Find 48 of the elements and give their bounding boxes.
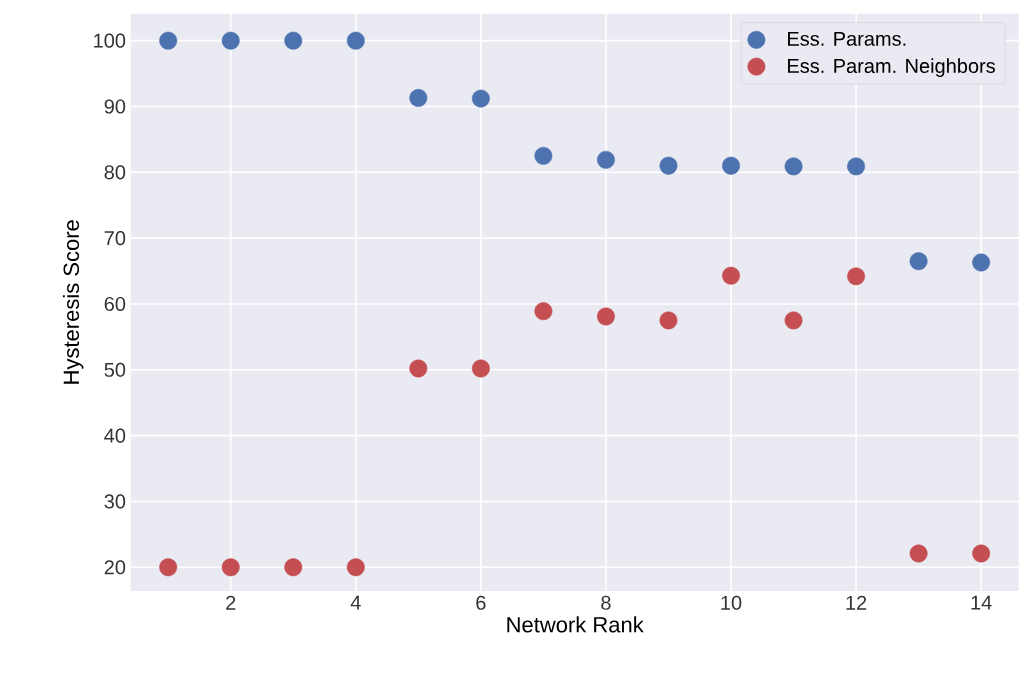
point (159, 31, 178, 50)
point (972, 544, 991, 563)
x-tick-label: 6 (476, 595, 486, 610)
y-tick-label: 20 (104, 560, 126, 575)
y-tick-label: 60 (104, 296, 126, 312)
point (722, 266, 740, 285)
y-tick-label: 50 (104, 362, 126, 377)
y-tick-label: 100 (94, 33, 126, 48)
point (221, 31, 240, 50)
x-tick-label: 8 (601, 595, 611, 610)
point (847, 157, 866, 176)
point (534, 146, 553, 165)
point (346, 558, 365, 577)
y-tick-label: 80 (104, 165, 126, 180)
y-tick-label: 40 (104, 428, 126, 443)
point (784, 311, 803, 330)
point (409, 88, 428, 107)
x-tick-label: 12 (846, 595, 867, 610)
x-tick-label: 2 (226, 595, 236, 610)
x-tick-label: 10 (721, 595, 742, 610)
point (722, 156, 740, 175)
point (221, 558, 240, 577)
x-tick-label: 4 (350, 595, 361, 610)
y-tick-label: 90 (104, 99, 126, 114)
point (534, 302, 553, 321)
point (159, 558, 178, 577)
point (972, 253, 991, 272)
legend-label: Ess. Param. Neighbors (788, 58, 995, 77)
y-tick-label: 70 (104, 231, 126, 246)
point (346, 31, 365, 50)
point (471, 359, 490, 378)
legend-label: Ess. Params. (788, 31, 906, 46)
x-tick-label: 14 (971, 595, 992, 610)
point (909, 252, 928, 271)
point (847, 267, 866, 286)
point (597, 150, 615, 169)
point (284, 31, 303, 50)
point (659, 311, 678, 330)
point (909, 544, 928, 563)
point (597, 307, 615, 326)
point (409, 359, 428, 378)
y-tick-label: 30 (104, 494, 126, 509)
point (784, 157, 803, 176)
point (284, 558, 303, 577)
y-axis-title: Hysteresis Score (62, 220, 84, 384)
point (471, 89, 490, 108)
point (659, 156, 678, 175)
x-axis-title: Network Rank (507, 616, 644, 633)
